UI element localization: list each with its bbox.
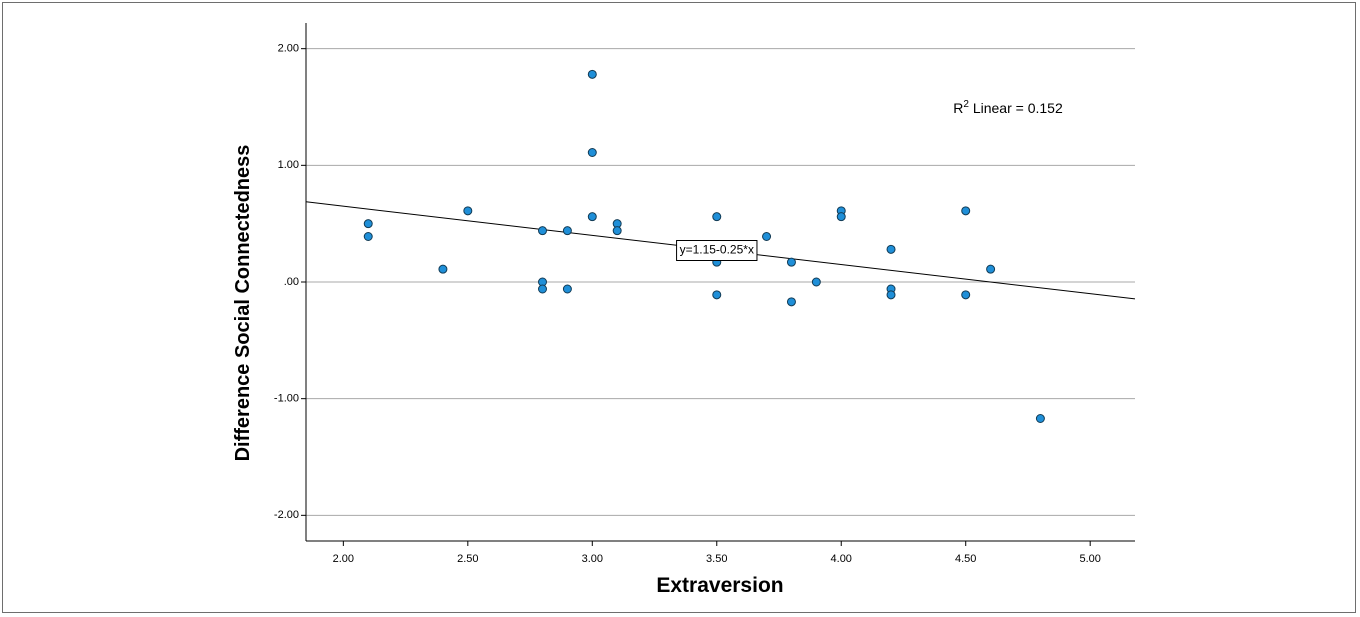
x-tick-label: 5.00 — [1079, 553, 1100, 565]
y-axis-label: Difference Social Connectedness — [232, 145, 254, 462]
data-point — [836, 212, 846, 222]
scatter-chart: 2.00 1.00 .00 -1.00 -2.00 2.00 2.50 3.00 3.50 4.… — [232, 23, 1136, 597]
data-point — [886, 244, 896, 254]
y-tick-labels: 2.00 1.00 .00 -1.00 -2.00 — [274, 43, 306, 521]
data-point — [463, 206, 473, 216]
y-tick-label: .00 — [284, 276, 299, 288]
data-point — [538, 284, 548, 294]
data-point — [538, 226, 548, 236]
y-tick-label: 2.00 — [278, 43, 299, 55]
x-tick-labels: 2.00 2.50 3.00 3.50 4.00 4.50 5.00 — [333, 541, 1101, 565]
x-tick-label: 2.50 — [457, 553, 478, 565]
fit-line-label-box — [676, 240, 758, 261]
x-tick-label: 3.50 — [706, 553, 727, 565]
data-point — [1035, 414, 1045, 423]
data-points — [363, 69, 1045, 423]
data-point — [612, 226, 622, 236]
data-point — [811, 277, 821, 287]
r-squared-annotation: R2 Linear = 0.152 — [953, 99, 1063, 116]
r-squared-text: Linear = 0.152 — [969, 100, 1063, 116]
data-point — [712, 290, 722, 300]
y-tick-label: 1.00 — [278, 159, 299, 171]
data-point — [961, 206, 971, 216]
data-point — [762, 232, 772, 241]
x-tick-label: 4.00 — [831, 553, 852, 565]
x-tick-label: 3.00 — [582, 553, 603, 565]
r-squared-superscript: 2 — [963, 99, 969, 110]
data-point — [961, 290, 971, 300]
data-point — [587, 69, 597, 79]
r-squared-prefix: R — [953, 100, 963, 116]
data-point — [363, 232, 373, 241]
x-axis-label: Extraversion — [656, 574, 783, 597]
y-tick-label: -2.00 — [274, 509, 299, 521]
x-tick-label: 2.00 — [333, 553, 354, 565]
fit-line-label: y=1.15-0.25*x — [676, 240, 758, 261]
data-point — [587, 212, 597, 222]
gridlines — [306, 48, 1135, 516]
data-point — [562, 284, 572, 294]
data-point — [786, 257, 796, 267]
data-point — [712, 212, 722, 222]
data-point — [363, 219, 373, 229]
y-tick-label: -1.00 — [274, 393, 299, 405]
fit-line-label-text: y=1.15-0.25*x — [680, 243, 754, 257]
x-tick-label: 4.50 — [955, 553, 976, 565]
data-point — [587, 148, 597, 157]
data-point — [562, 226, 572, 236]
data-point — [786, 297, 796, 307]
data-point — [986, 264, 996, 274]
data-point — [438, 264, 448, 274]
data-point — [886, 290, 896, 300]
